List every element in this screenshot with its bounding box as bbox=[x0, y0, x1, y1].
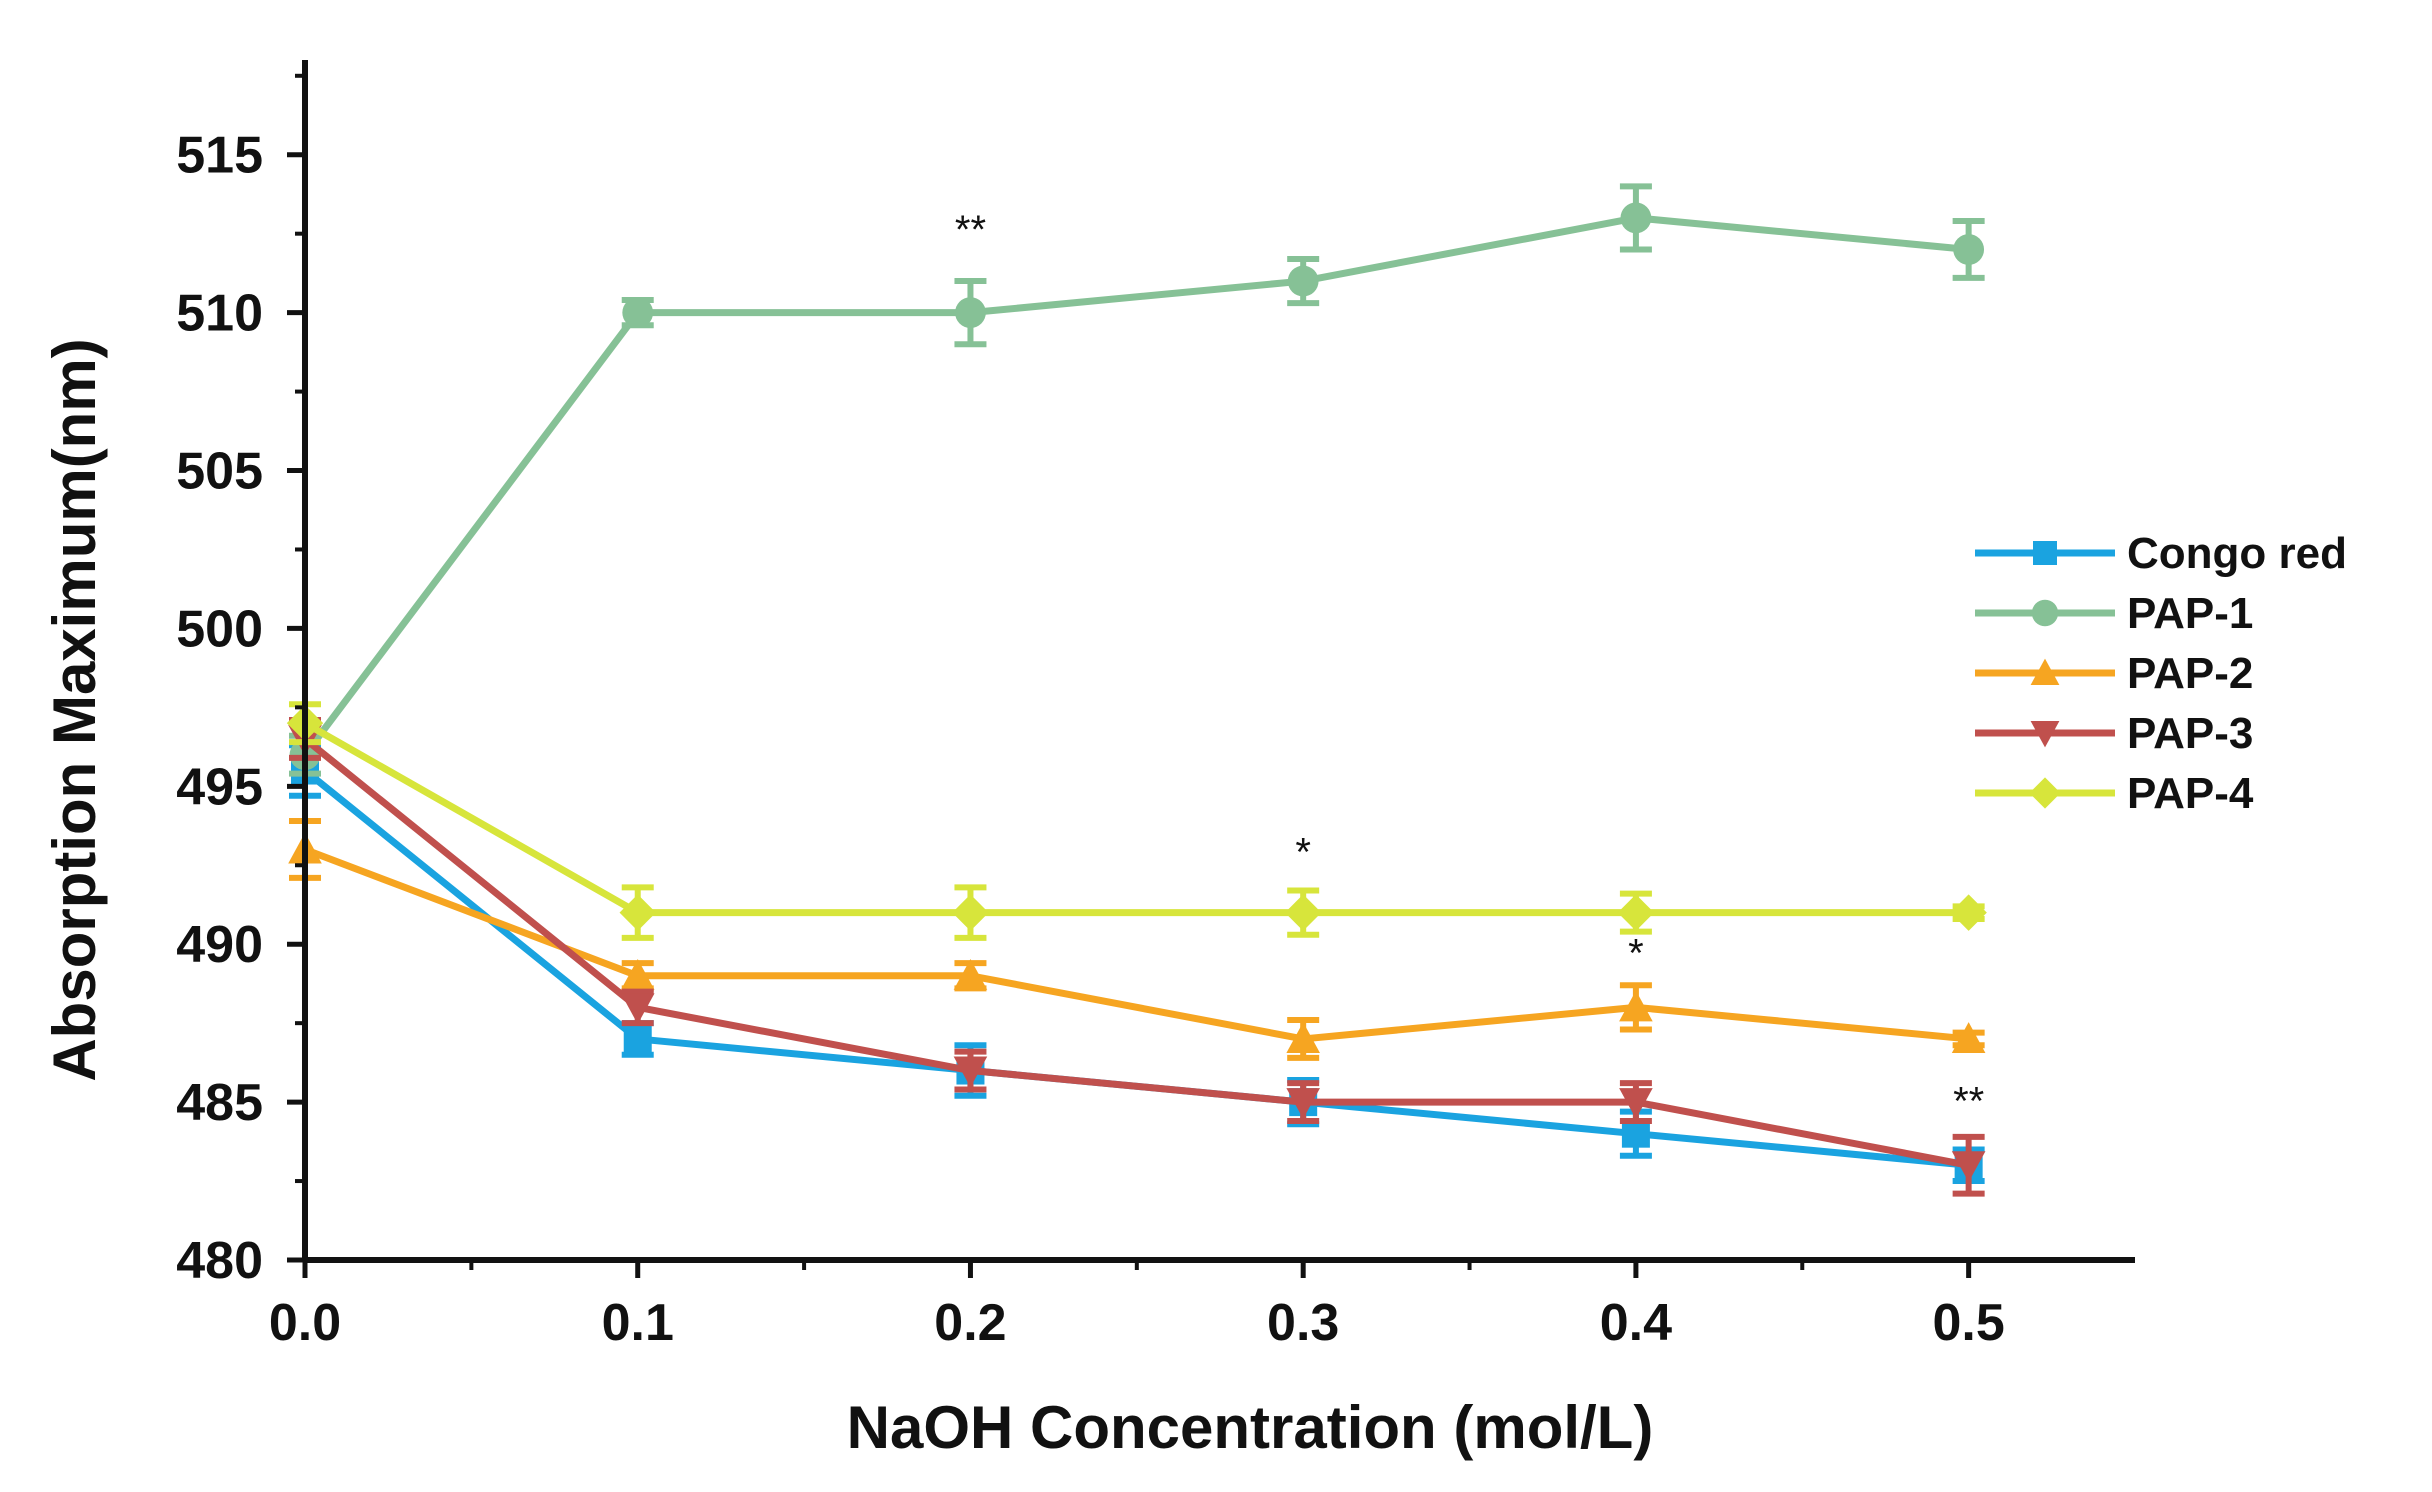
series-pap-4 bbox=[286, 701, 1987, 941]
legend-item-pap-1: PAP-1 bbox=[1975, 589, 2253, 638]
data-point bbox=[1287, 265, 1319, 297]
series-line bbox=[303, 846, 1969, 1043]
y-tick-label: 490 bbox=[176, 916, 263, 974]
data-point bbox=[623, 1024, 652, 1053]
y-tick-label: 505 bbox=[176, 443, 263, 501]
data-point bbox=[620, 993, 655, 1025]
legend-label: PAP-1 bbox=[2127, 589, 2253, 638]
x-tick-label: 0.0 bbox=[269, 1294, 341, 1352]
legend-item-pap-3: PAP-3 bbox=[1975, 709, 2253, 758]
data-point bbox=[1950, 894, 1987, 931]
x-axis-title: NaOH Concentration (mol/L) bbox=[847, 1394, 1654, 1461]
y-tick-label: 495 bbox=[176, 758, 263, 816]
x-tick-label: 0.3 bbox=[1267, 1294, 1339, 1352]
series-line bbox=[302, 214, 1969, 757]
series-pap-1 bbox=[289, 183, 1985, 777]
data-point bbox=[622, 297, 654, 329]
x-tick-label: 0.5 bbox=[1932, 1294, 2004, 1352]
significance-marker: ** bbox=[955, 208, 986, 252]
data-point bbox=[620, 958, 655, 990]
legend-label: Congo red bbox=[2127, 529, 2347, 578]
legend-label: PAP-4 bbox=[2127, 769, 2254, 818]
data-point bbox=[1617, 894, 1655, 931]
data-point bbox=[1286, 1022, 1320, 1053]
legend-marker bbox=[2029, 777, 2061, 809]
significance-annotations: ****** bbox=[955, 208, 1984, 1124]
legend-label: PAP-2 bbox=[2127, 649, 2253, 698]
x-tick-label: 0.1 bbox=[602, 1294, 674, 1352]
x-tick-label: 0.2 bbox=[934, 1294, 1006, 1352]
y-tick-label: 515 bbox=[176, 127, 263, 185]
legend-marker bbox=[2033, 541, 2057, 565]
y-tick-label: 480 bbox=[176, 1232, 263, 1290]
data-point bbox=[953, 1056, 988, 1088]
significance-marker: * bbox=[1628, 931, 1644, 975]
data-point bbox=[955, 297, 986, 329]
series-layer bbox=[286, 183, 1987, 1197]
series-line bbox=[302, 736, 1970, 1169]
series-congo-red bbox=[289, 742, 1985, 1185]
data-point bbox=[952, 894, 989, 931]
legend-marker bbox=[2030, 658, 2060, 685]
data-point bbox=[1286, 1088, 1320, 1119]
data-point bbox=[619, 894, 656, 931]
data-point bbox=[953, 958, 988, 990]
axes bbox=[302, 60, 2135, 1263]
legend-item-pap-4: PAP-4 bbox=[1975, 769, 2254, 818]
data-point bbox=[1620, 202, 1652, 234]
data-point bbox=[1951, 1022, 1986, 1053]
legend-label: PAP-3 bbox=[2127, 709, 2253, 758]
y-tick-label: 485 bbox=[176, 1074, 263, 1132]
data-point bbox=[1953, 234, 1985, 265]
x-tick-label: 0.4 bbox=[1600, 1294, 1672, 1352]
series-line bbox=[303, 720, 1969, 917]
data-point bbox=[1619, 1088, 1653, 1119]
legend-marker bbox=[2031, 599, 2059, 627]
significance-marker: * bbox=[1295, 830, 1311, 874]
series-pap-2 bbox=[288, 818, 1986, 1061]
data-point bbox=[1951, 1151, 1986, 1183]
y-tick-label: 500 bbox=[176, 600, 263, 658]
data-point bbox=[1619, 990, 1653, 1022]
data-point bbox=[1621, 1119, 1650, 1148]
legend: Congo red PAP-1 PAP-2 PAP-3 PAP-4 bbox=[1975, 529, 2347, 818]
tick-layer: 0.0 0.1 0.2 0.3 0.4 0.5 480 485 490 495 500 505 510 5… bbox=[176, 73, 2005, 1352]
data-point bbox=[1284, 894, 1322, 931]
significance-marker: ** bbox=[1953, 1080, 1984, 1124]
series-line bbox=[302, 767, 1969, 1169]
legend-item-congo-red: Congo red bbox=[1975, 529, 2347, 578]
legend-item-pap-2: PAP-2 bbox=[1975, 649, 2253, 698]
y-axis-title: Absorption Maximum(nm) bbox=[41, 338, 108, 1081]
series-pap-3 bbox=[288, 717, 1986, 1197]
y-tick-label: 510 bbox=[176, 285, 263, 343]
legend-marker bbox=[2030, 721, 2060, 748]
